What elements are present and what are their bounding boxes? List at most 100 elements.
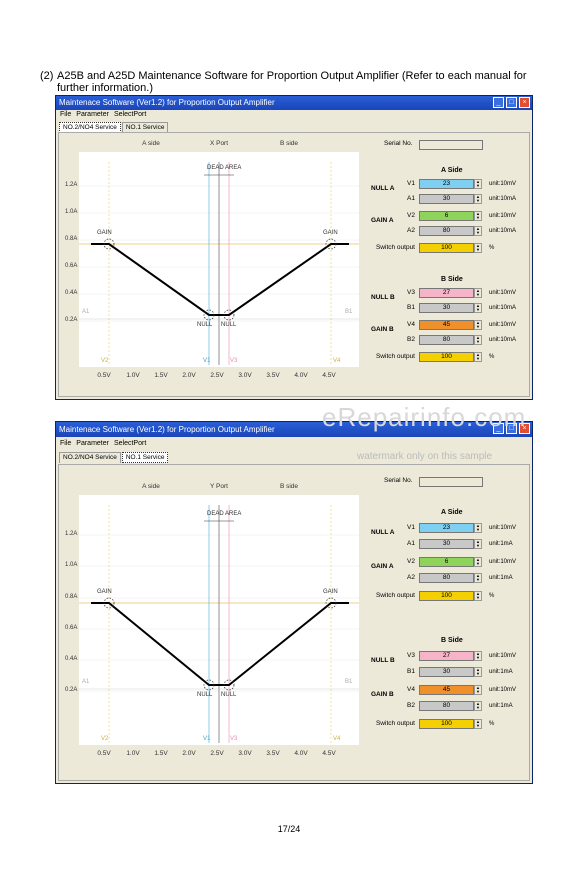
v1-marker-label: V1: [203, 358, 211, 364]
chart-top-label: X Port: [209, 140, 229, 147]
adjust-point[interactable]: [103, 597, 115, 609]
spin-arrows-icon[interactable]: ▲ ▼: [474, 701, 482, 711]
adjust-point[interactable]: [223, 309, 235, 321]
minimize-button[interactable]: _: [493, 97, 504, 108]
menu-item[interactable]: SelectPort: [113, 440, 147, 447]
param-value-field[interactable]: 30: [419, 303, 474, 313]
menu-item[interactable]: File: [60, 111, 72, 118]
serial-number-field[interactable]: [419, 140, 483, 150]
close-button[interactable]: ×: [519, 97, 530, 108]
param-name: V3: [407, 289, 415, 296]
maintenance-window-port-y[interactable]: Maintenace Software (Ver1.2) for Proport…: [55, 421, 533, 784]
x-tick-label: 2.0V: [182, 372, 196, 379]
adjust-point[interactable]: [325, 597, 337, 609]
spin-arrows-icon[interactable]: ▲ ▼: [474, 573, 482, 583]
gain-group-label: GAIN B: [371, 326, 394, 333]
switch-output-unit: %: [489, 354, 495, 360]
param-value-field[interactable]: 6: [419, 557, 474, 567]
spin-arrows-icon[interactable]: ▲ ▼: [474, 288, 482, 298]
spin-arrows-icon[interactable]: ▲ ▼: [474, 226, 482, 236]
param-value-field[interactable]: 30: [419, 667, 474, 677]
maximize-button[interactable]: □: [506, 97, 517, 108]
spin-arrows-icon[interactable]: ▲ ▼: [474, 303, 482, 313]
v3-marker-label: V3: [230, 358, 238, 364]
param-value-field[interactable]: 45: [419, 685, 474, 695]
tab-panel: A side Y Port B side 1.2A 1.0A 0.8A 0.6A 0.4A 0.…: [58, 464, 530, 781]
maximize-button[interactable]: □: [506, 423, 517, 434]
param-value-field[interactable]: 45: [419, 320, 474, 330]
spin-arrows-icon[interactable]: ▲ ▼: [474, 719, 482, 729]
x-tick-label: 1.0V: [126, 750, 140, 757]
spin-arrows-icon[interactable]: ▲ ▼: [474, 211, 482, 221]
y-tick-label: 0.4A: [65, 290, 78, 296]
null-group-label: NULL B: [371, 657, 395, 664]
menu-item[interactable]: File: [60, 440, 72, 447]
param-name: A2: [407, 574, 415, 581]
menu-item[interactable]: Parameter: [76, 440, 109, 447]
close-button[interactable]: ×: [519, 423, 530, 434]
param-value-field[interactable]: 30: [419, 539, 474, 549]
param-name: A1: [407, 195, 415, 202]
switch-output-unit: %: [489, 721, 495, 727]
a1-marker-label: A1: [82, 679, 90, 685]
adjust-point[interactable]: [325, 238, 337, 250]
param-unit: unit:1mA: [489, 703, 513, 709]
characteristic-chart: A side X Port B side 1.2A 1.0A 0.8A 0.6A 0.4A 0.…: [65, 140, 359, 379]
spin-arrows-icon[interactable]: ▲ ▼: [474, 352, 482, 362]
window-title: Maintenace Software (Ver1.2) for Proport…: [56, 96, 532, 110]
tab-no2-no4-service[interactable]: NO.2/NO4 Service: [59, 452, 121, 463]
param-value-field[interactable]: 27: [419, 288, 474, 298]
watermark-note: watermark only on this sample: [357, 451, 493, 462]
v3-marker-label: V3: [230, 736, 238, 742]
param-value-field[interactable]: 80: [419, 701, 474, 711]
switch-output-field[interactable]: 100: [419, 591, 474, 601]
spin-arrows-icon[interactable]: ▲ ▼: [474, 539, 482, 549]
null-group-label: NULL A: [371, 529, 395, 536]
param-name: A2: [407, 227, 415, 234]
param-value-field[interactable]: 6: [419, 211, 474, 221]
param-value-field[interactable]: 30: [419, 194, 474, 204]
tab-no1-service[interactable]: NO.1 Service: [121, 452, 169, 463]
param-value-field[interactable]: 80: [419, 573, 474, 583]
param-name: V4: [407, 686, 415, 693]
spin-arrows-icon[interactable]: ▲ ▼: [474, 320, 482, 330]
spin-arrows-icon[interactable]: ▲ ▼: [474, 179, 482, 189]
spin-arrows-icon[interactable]: ▲ ▼: [474, 651, 482, 661]
param-name: V2: [407, 212, 415, 219]
param-unit: unit:10mA: [489, 228, 517, 234]
serial-number-field[interactable]: [419, 477, 483, 487]
spin-arrows-icon[interactable]: ▲ ▼: [474, 591, 482, 601]
switch-output-field[interactable]: 100: [419, 719, 474, 729]
minimize-button[interactable]: _: [493, 423, 504, 434]
gain-group-label: GAIN A: [371, 217, 394, 224]
maintenance-window-port-x[interactable]: Maintenace Software (Ver1.2) for Proport…: [55, 95, 533, 400]
param-unit: unit:10mV: [489, 213, 517, 219]
x-tick-label: 3.0V: [238, 372, 252, 379]
param-value-field[interactable]: 27: [419, 651, 474, 661]
spin-arrows-icon[interactable]: ▲ ▼: [474, 523, 482, 533]
menu-item[interactable]: SelectPort: [113, 111, 147, 118]
spin-arrows-icon[interactable]: ▲ ▼: [474, 335, 482, 345]
switch-output-field[interactable]: 100: [419, 243, 474, 253]
spin-arrows-icon[interactable]: ▲ ▼: [474, 685, 482, 695]
menu-item[interactable]: Parameter: [76, 111, 109, 118]
adjust-point[interactable]: [203, 679, 215, 691]
spin-arrows-icon[interactable]: ▲ ▼: [474, 667, 482, 677]
spin-arrows-icon[interactable]: ▲ ▼: [474, 194, 482, 204]
adjust-point[interactable]: [103, 238, 115, 250]
param-value-field[interactable]: 80: [419, 335, 474, 345]
switch-output-label: Switch output: [375, 244, 415, 251]
menu-bar: File Parameter SelectPort: [56, 110, 532, 120]
param-value-field[interactable]: 80: [419, 226, 474, 236]
spin-arrows-icon[interactable]: ▲ ▼: [474, 243, 482, 253]
param-value-field[interactable]: 23: [419, 523, 474, 533]
null-label-left: NULL: [197, 322, 213, 328]
spin-arrows-icon[interactable]: ▲ ▼: [474, 557, 482, 567]
chart-top-label: B side: [279, 483, 299, 490]
param-value-field[interactable]: 23: [419, 179, 474, 189]
adjust-point[interactable]: [203, 309, 215, 321]
switch-output-field[interactable]: 100: [419, 352, 474, 362]
adjust-point[interactable]: [223, 679, 235, 691]
characteristic-curve: [91, 243, 349, 316]
tab-no1-service[interactable]: NO.1 Service: [121, 122, 169, 133]
